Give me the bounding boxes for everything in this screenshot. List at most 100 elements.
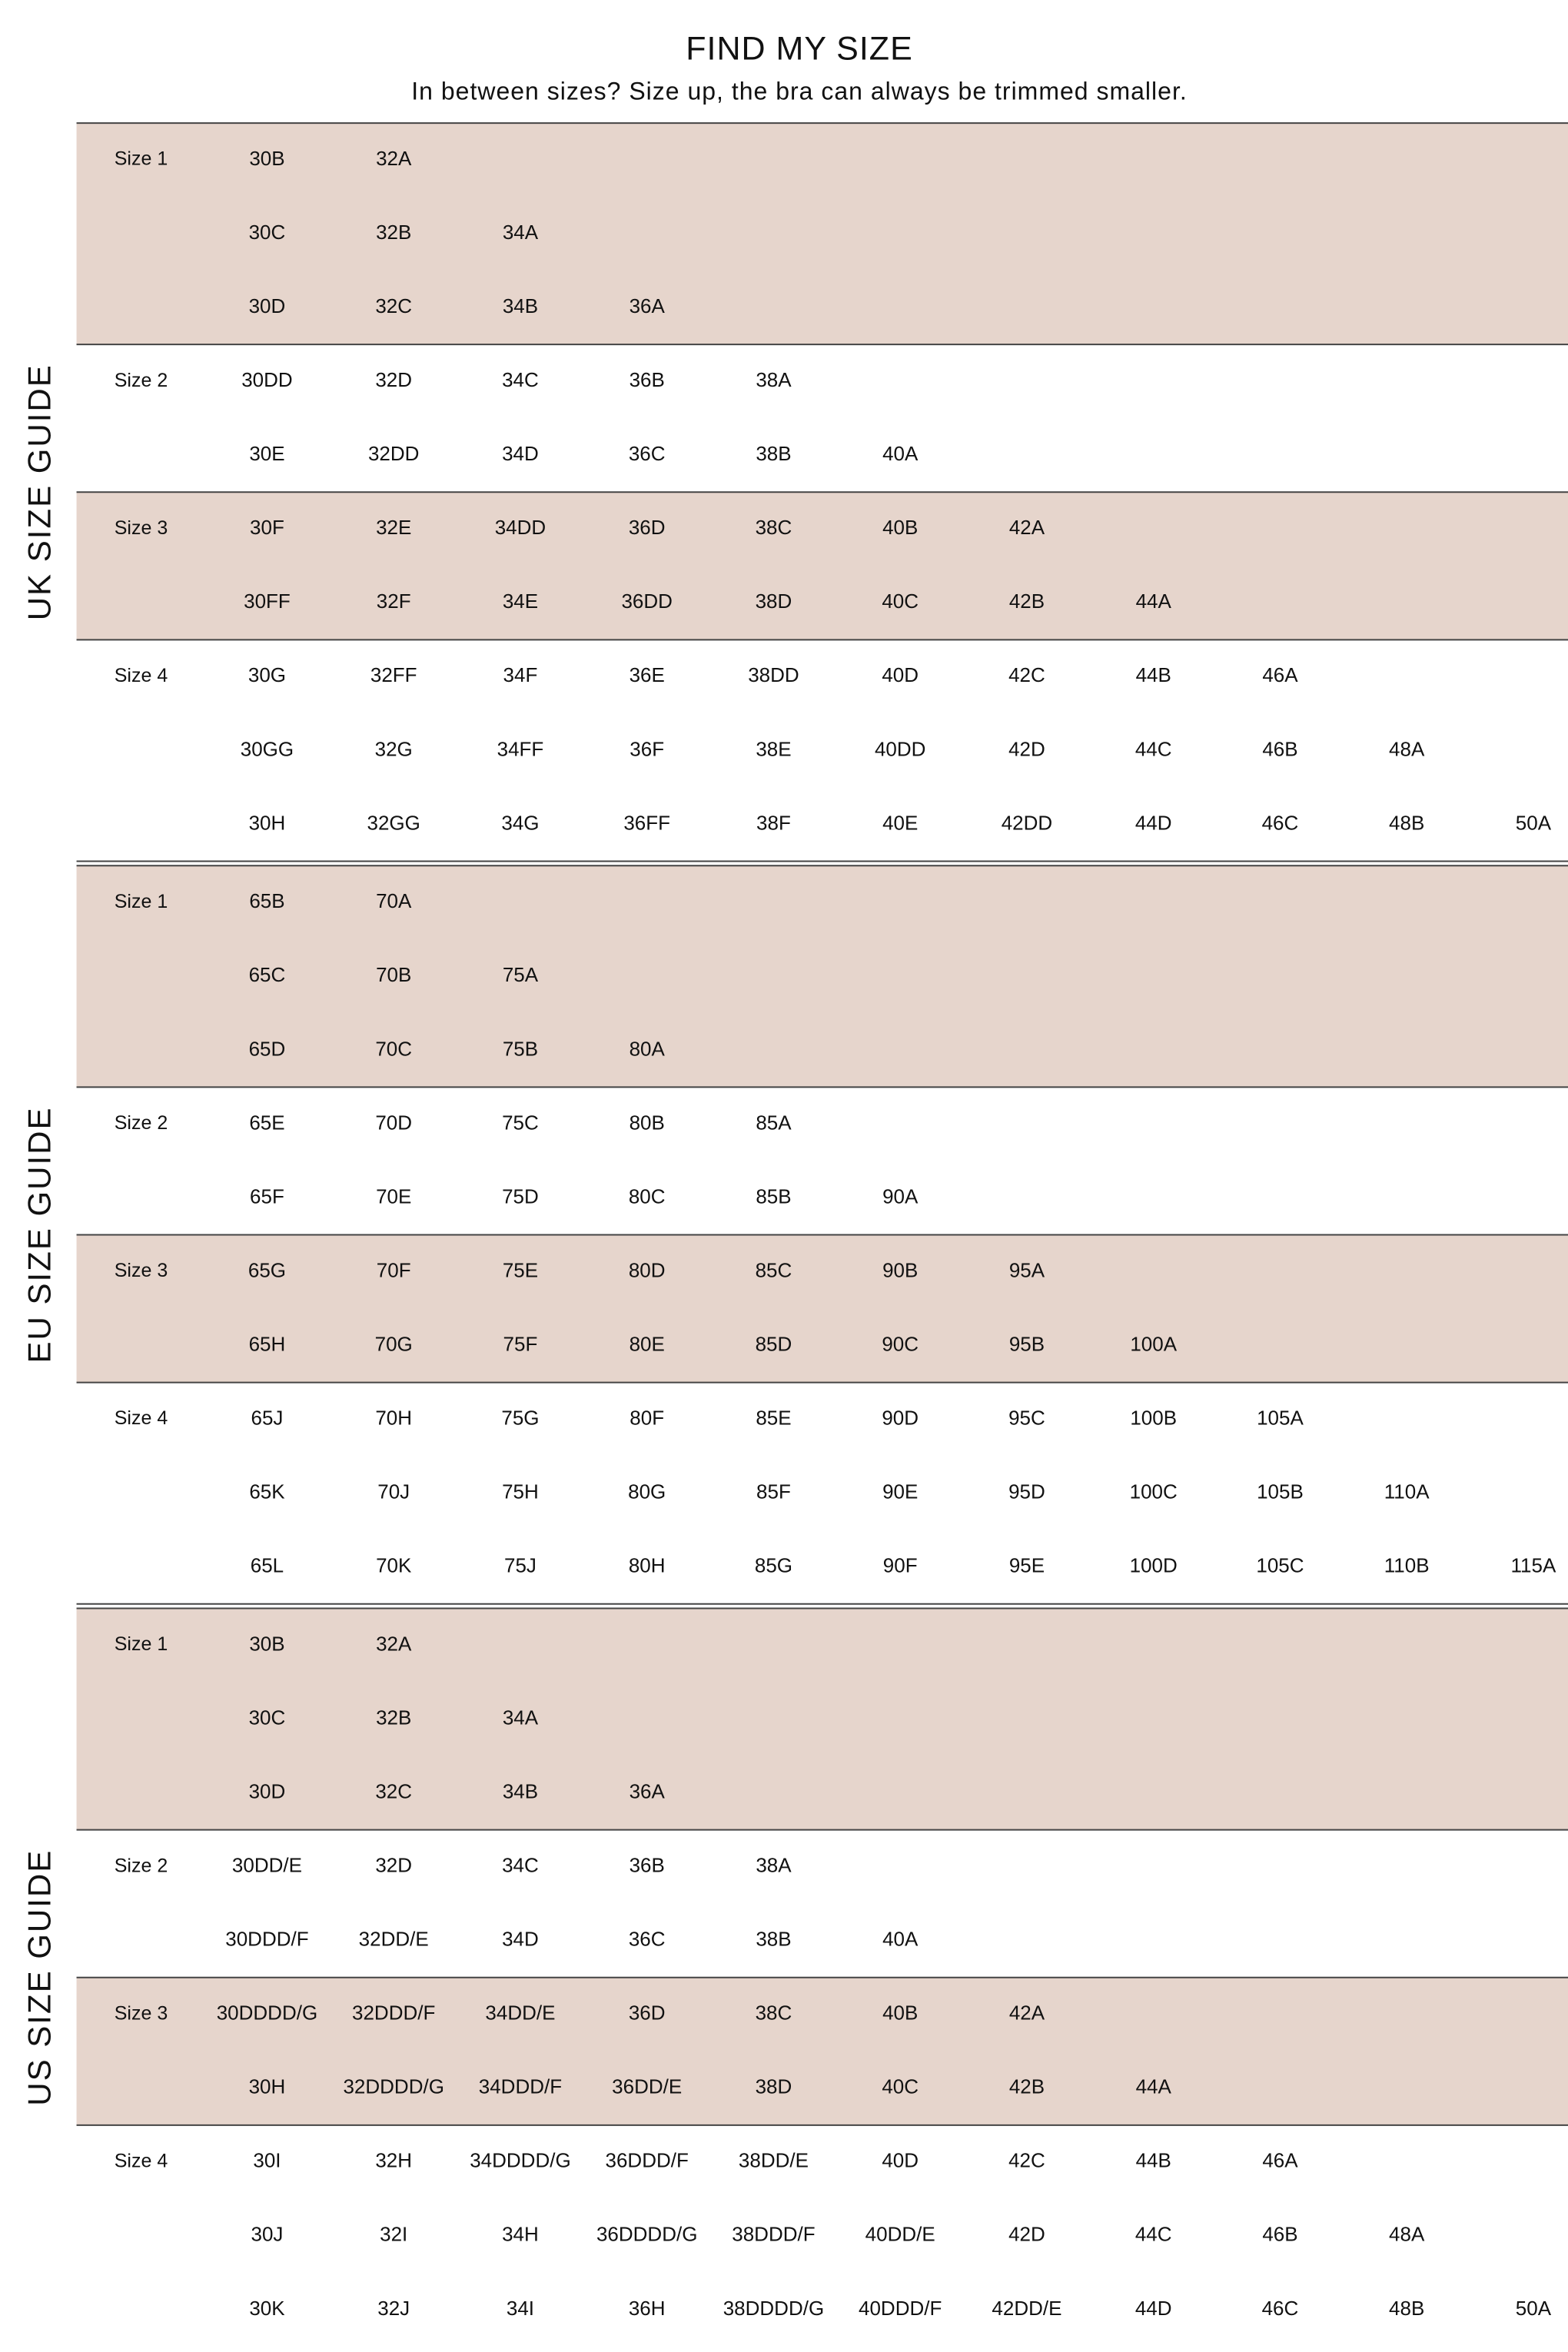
- size-cell: 32A: [376, 147, 412, 170]
- size-cell: 36F: [630, 737, 664, 760]
- size-cell: 42DD: [1002, 811, 1052, 834]
- size-cell: 34D: [502, 442, 539, 465]
- group-label: Size 4: [115, 665, 168, 686]
- size-cell: 34DDD/F: [479, 2075, 562, 2098]
- size-cell: 40B: [882, 2002, 918, 2025]
- size-cell: 36FF: [623, 811, 670, 834]
- group-band: [76, 1608, 1568, 1830]
- size-cell: 32B: [376, 221, 411, 244]
- size-cell: 38D: [756, 590, 792, 613]
- group-label: Size 2: [115, 1855, 168, 1876]
- size-cell: 65F: [250, 1184, 284, 1208]
- size-cell: 100D: [1130, 1554, 1178, 1577]
- size-cell: 30DDD/F: [225, 1928, 308, 1951]
- size-cell: 70E: [376, 1184, 411, 1208]
- size-cell: 38A: [756, 1854, 792, 1877]
- size-cell: 34G: [501, 811, 539, 834]
- size-cell: 42B: [1009, 2075, 1045, 2098]
- size-cell: 90B: [882, 1258, 918, 1281]
- size-cell: 70C: [375, 1037, 412, 1060]
- size-cell: 34DD/E: [485, 2002, 555, 2025]
- size-cell: 90A: [882, 1184, 919, 1208]
- size-cell: 75D: [502, 1184, 539, 1208]
- size-cell: 38C: [756, 2002, 792, 2025]
- size-cell: 65J: [251, 1406, 283, 1429]
- size-cell: 30E: [249, 442, 284, 465]
- group-label: Size 3: [115, 1260, 168, 1281]
- size-cell: 75F: [503, 1332, 538, 1355]
- group-band: [76, 492, 1568, 640]
- size-cell: 32C: [375, 1780, 412, 1803]
- size-cell: 32GG: [367, 811, 420, 834]
- size-cell: 40DD/E: [865, 2223, 935, 2246]
- section-label: UK SIZE GUIDE: [22, 364, 58, 620]
- size-cell: 40C: [882, 590, 919, 613]
- size-cell: 38F: [756, 811, 791, 834]
- size-cell: 50A: [1516, 2297, 1552, 2320]
- size-cell: 42A: [1009, 516, 1045, 539]
- size-cell: 36D: [629, 2002, 666, 2025]
- size-cell: 95C: [1008, 1406, 1045, 1429]
- size-cell: 38DDDD/G: [723, 2297, 824, 2320]
- size-cell: 100A: [1130, 1332, 1177, 1355]
- size-cell: 30DD: [241, 368, 292, 391]
- size-cell: 34C: [502, 1854, 539, 1877]
- size-cell: 32D: [375, 1854, 412, 1877]
- size-cell: 38A: [756, 368, 792, 391]
- size-cell: 36A: [630, 1780, 666, 1803]
- size-cell: 32DD: [368, 442, 419, 465]
- size-cell: 46C: [1262, 811, 1299, 834]
- size-cell: 48A: [1389, 2223, 1425, 2246]
- size-cell: 75G: [501, 1406, 539, 1429]
- size-cell: 38DD/E: [739, 2149, 809, 2172]
- size-cell: 34I: [507, 2297, 534, 2320]
- group-label: Size 3: [115, 517, 168, 539]
- size-cell: 65B: [249, 889, 284, 912]
- size-cell: 65G: [248, 1258, 286, 1281]
- size-cell: 30DDDD/G: [217, 2002, 317, 2025]
- size-cell: 30DD/E: [232, 1854, 302, 1877]
- size-cell: 42B: [1009, 590, 1045, 613]
- group-band: [76, 123, 1568, 345]
- size-cell: 80D: [629, 1258, 666, 1281]
- size-cell: 34DDDD/G: [470, 2149, 570, 2172]
- size-cell: 70H: [375, 1406, 412, 1429]
- size-cell: 32F: [377, 590, 411, 613]
- size-cell: 32FF: [370, 663, 417, 686]
- size-cell: 85C: [756, 1258, 792, 1281]
- size-cell: 38D: [756, 2075, 792, 2098]
- size-cell: 38E: [756, 737, 791, 760]
- size-cell: 42D: [1008, 2223, 1045, 2246]
- size-cell: 42DD/E: [992, 2297, 1061, 2320]
- size-cell: 40DD: [875, 737, 925, 760]
- size-cell: 32A: [376, 1632, 412, 1655]
- size-cell: 95D: [1008, 1480, 1045, 1503]
- size-cell: 36C: [629, 1928, 666, 1951]
- size-cell: 30C: [249, 1706, 286, 1729]
- size-cell: 85B: [756, 1184, 791, 1208]
- size-cell: 80B: [630, 1111, 665, 1134]
- section-label: EU SIZE GUIDE: [22, 1106, 58, 1363]
- size-cell: 48B: [1389, 811, 1424, 834]
- size-cell: 48B: [1389, 2297, 1424, 2320]
- group-label: Size 1: [115, 1633, 168, 1655]
- size-cell: 70K: [376, 1554, 412, 1577]
- section-label: US SIZE GUIDE: [22, 1849, 58, 2106]
- size-cell: 110B: [1384, 1554, 1430, 1577]
- size-cell: 36H: [629, 2297, 666, 2320]
- size-cell: 30F: [250, 516, 284, 539]
- size-cell: 40E: [882, 811, 918, 834]
- size-cell: 80F: [630, 1406, 664, 1429]
- group-label: Size 2: [115, 370, 168, 391]
- size-cell: 65D: [249, 1037, 286, 1060]
- size-cell: 42C: [1008, 663, 1045, 686]
- size-cell: 34FF: [497, 737, 544, 760]
- size-cell: 65E: [249, 1111, 284, 1134]
- group-label: Size 4: [115, 1407, 168, 1429]
- size-cell: 30C: [249, 221, 286, 244]
- size-cell: 32DD/E: [359, 1928, 429, 1951]
- size-cell: 85D: [756, 1332, 792, 1355]
- size-cell: 36D: [629, 516, 666, 539]
- size-cell: 70J: [377, 1480, 410, 1503]
- size-cell: 95A: [1009, 1258, 1045, 1281]
